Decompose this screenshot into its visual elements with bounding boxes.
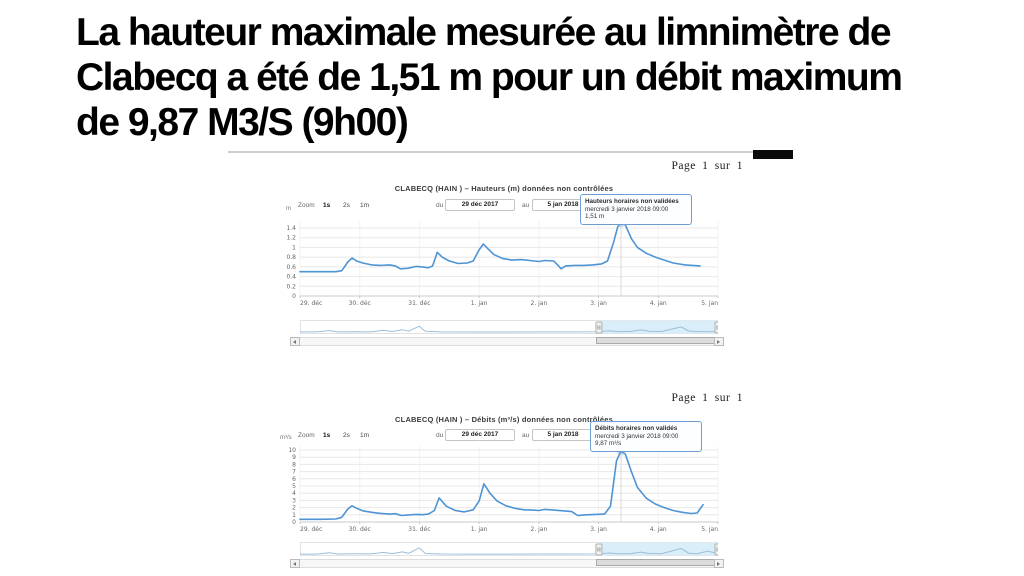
date-from-input[interactable]: 29 déc 2017 xyxy=(445,199,515,211)
page-number-label: Page 1 sur 1 xyxy=(671,392,743,404)
chart-tooltip-debits: Débits horaires non validés mercredi 3 j… xyxy=(590,421,702,452)
svg-text:0.4: 0.4 xyxy=(286,274,296,281)
chart-scrollbar[interactable] xyxy=(290,559,724,568)
chart-navigator[interactable] xyxy=(300,541,718,558)
scrollbar-thumb[interactable] xyxy=(596,559,717,566)
scrollbar-right-arrow-icon[interactable] xyxy=(714,337,724,346)
svg-text:2. jan: 2. jan xyxy=(531,300,548,307)
svg-text:31. déc: 31. déc xyxy=(408,300,430,307)
chart-title-hauteurs: CLABECQ (HAIN ) – Hauteurs (m) données n… xyxy=(394,184,614,193)
chart-title-debits: CLABECQ (HAIN ) – Débits (m³/s) données … xyxy=(395,415,613,424)
svg-text:4. jan: 4. jan xyxy=(650,526,667,533)
scan-edge-line xyxy=(228,151,793,153)
svg-text:0: 0 xyxy=(292,519,296,526)
date-from-label: du xyxy=(436,432,444,439)
date-from-input[interactable]: 29 déc 2017 xyxy=(445,429,515,441)
svg-text:5. jan: 5. jan xyxy=(701,526,718,533)
date-from-label: du xyxy=(436,202,444,209)
zoom-option-2s[interactable]: 2s xyxy=(343,202,350,209)
svg-text:5: 5 xyxy=(292,483,296,490)
zoom-label: Zoom xyxy=(298,202,315,209)
svg-text:0.8: 0.8 xyxy=(286,254,296,261)
date-to-label: au xyxy=(522,432,530,439)
svg-text:3: 3 xyxy=(292,497,296,504)
y-axis-unit: m³/s xyxy=(280,435,292,441)
tooltip-series-name: Hauteurs horaires non validées xyxy=(585,198,679,205)
svg-text:0.2: 0.2 xyxy=(286,283,296,290)
scrollbar-right-arrow-icon[interactable] xyxy=(714,559,724,568)
scan-artifact-bar xyxy=(753,150,793,159)
chart-navigator[interactable] xyxy=(300,319,718,336)
svg-text:10: 10 xyxy=(288,447,296,454)
chart-controls: Zoom 1s 2s 1m du 29 déc 2017 au 5 jan 20… xyxy=(228,199,793,212)
zoom-option-1m[interactable]: 1m xyxy=(360,202,370,209)
zoom-option-1s[interactable]: 1s xyxy=(323,202,331,209)
slide-title: La hauteur maximale mesurée au limnimètr… xyxy=(76,11,903,144)
svg-text:9: 9 xyxy=(292,454,296,461)
svg-text:1. jan: 1. jan xyxy=(471,300,488,307)
svg-text:4: 4 xyxy=(292,490,296,497)
svg-text:0: 0 xyxy=(292,293,296,300)
svg-text:8: 8 xyxy=(292,461,296,468)
tooltip-value: 9,87 m³/s xyxy=(595,440,622,448)
svg-text:29. déc: 29. déc xyxy=(300,300,322,307)
scrollbar-left-arrow-icon[interactable] xyxy=(290,559,300,568)
svg-text:7: 7 xyxy=(292,469,296,476)
svg-text:1: 1 xyxy=(292,512,296,519)
scrollbar-thumb[interactable] xyxy=(596,337,717,344)
svg-text:6: 6 xyxy=(292,476,296,483)
tooltip-datetime: mercredi 3 janvier 2018 09:00 xyxy=(585,205,669,213)
svg-text:2. jan: 2. jan xyxy=(531,526,548,533)
svg-text:3. jan: 3. jan xyxy=(590,526,607,533)
tooltip-datetime: mercredi 3 janvier 2018 09:00 xyxy=(595,432,679,440)
svg-text:31. déc: 31. déc xyxy=(408,526,430,533)
y-axis-unit: m xyxy=(286,206,291,212)
tooltip-value: 1,51 m xyxy=(585,213,605,221)
svg-text:1.2: 1.2 xyxy=(286,235,296,242)
scanned-report-image: Page 1 sur 1 CLABECQ (HAIN ) – Hauteurs … xyxy=(228,150,793,576)
svg-text:1.4: 1.4 xyxy=(286,225,296,232)
zoom-option-1m[interactable]: 1m xyxy=(360,432,370,439)
svg-text:3. jan: 3. jan xyxy=(590,300,607,307)
svg-text:1: 1 xyxy=(292,244,296,251)
zoom-label: Zoom xyxy=(298,432,315,439)
date-to-input[interactable]: 5 jan 2018 xyxy=(532,199,594,211)
svg-text:30. déc: 30. déc xyxy=(349,526,371,533)
scan-page-hauteurs: Page 1 sur 1 CLABECQ (HAIN ) – Hauteurs … xyxy=(228,150,793,388)
svg-text:29. déc: 29. déc xyxy=(300,526,322,533)
tooltip-series-name: Débits horaires non validés xyxy=(595,425,678,432)
zoom-option-1s[interactable]: 1s xyxy=(323,432,331,439)
svg-text:0.6: 0.6 xyxy=(286,264,296,271)
date-to-input[interactable]: 5 jan 2018 xyxy=(532,429,594,441)
scan-page-debits: Page 1 sur 1 CLABECQ (HAIN ) – Débits (m… xyxy=(228,388,793,576)
chart-tooltip-hauteurs: Hauteurs horaires non validées mercredi … xyxy=(580,194,692,225)
chart-controls: Zoom 1s 2s 1m du 29 déc 2017 au 5 jan 20… xyxy=(228,429,793,442)
page-number-label: Page 1 sur 1 xyxy=(671,160,743,172)
scrollbar-left-arrow-icon[interactable] xyxy=(290,337,300,346)
chart-plot-area-hauteurs[interactable]: 0 0.2 0.4 0.6 0.8 1 1.2 1.4 29. déc 30. déc 31. dé… xyxy=(284,210,724,314)
svg-text:2: 2 xyxy=(292,505,296,512)
svg-text:5. jan: 5. jan xyxy=(701,300,718,307)
zoom-option-2s[interactable]: 2s xyxy=(343,432,350,439)
svg-text:1. jan: 1. jan xyxy=(471,526,488,533)
svg-text:30. déc: 30. déc xyxy=(349,300,371,307)
date-to-label: au xyxy=(522,202,530,209)
chart-scrollbar[interactable] xyxy=(290,337,724,346)
svg-text:4. jan: 4. jan xyxy=(650,300,667,307)
